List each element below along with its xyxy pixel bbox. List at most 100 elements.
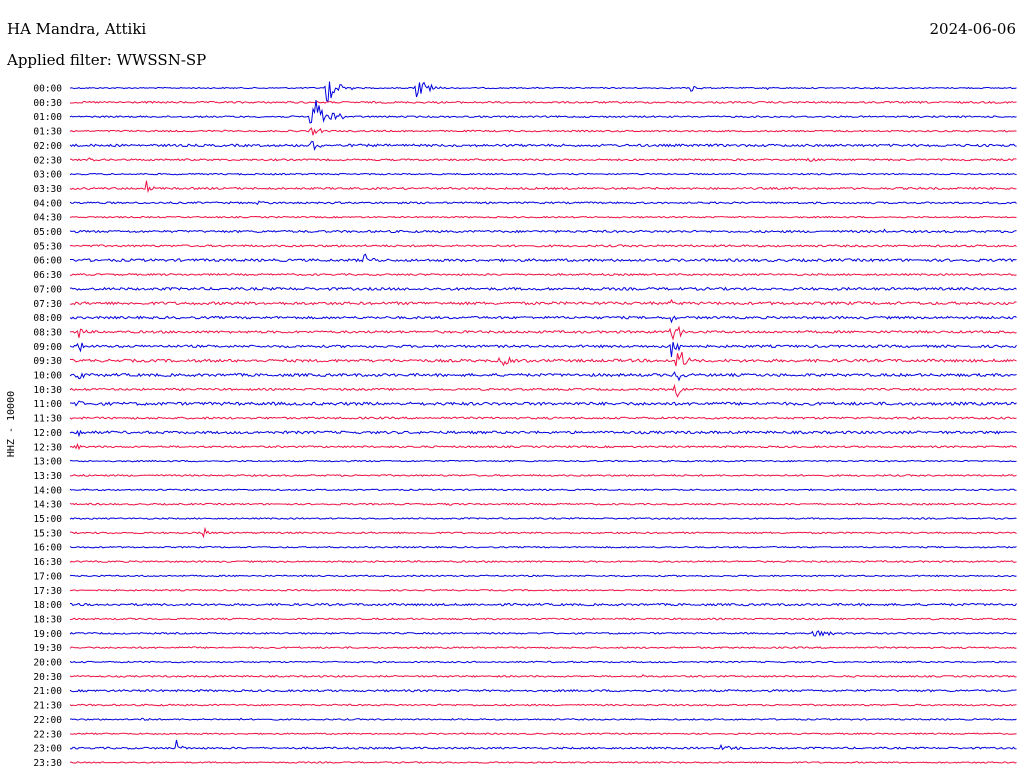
trace-line <box>69 517 1017 520</box>
time-label: 17:00 <box>33 571 62 582</box>
time-label: 08:00 <box>33 313 62 324</box>
trace-line <box>69 157 1017 162</box>
trace-line <box>69 200 1017 206</box>
time-label: 06:00 <box>33 256 62 267</box>
trace-line <box>69 416 1017 420</box>
trace-line <box>69 371 1017 382</box>
trace-line <box>69 630 1017 637</box>
trace-line <box>69 244 1017 248</box>
time-label: 20:30 <box>33 672 62 683</box>
trace-line <box>69 660 1017 664</box>
time-label: 09:00 <box>33 342 62 353</box>
trace-line <box>69 459 1017 463</box>
time-label: 07:00 <box>33 284 62 295</box>
time-label: 20:00 <box>33 658 62 669</box>
time-label: 01:30 <box>33 127 62 138</box>
time-label: 22:30 <box>33 729 62 740</box>
time-label: 19:00 <box>33 629 62 640</box>
filter-label: Applied filter: WWSSN-SP <box>7 51 207 69</box>
trace-line <box>69 383 1017 398</box>
trace-line <box>69 673 1017 678</box>
trace-line <box>69 574 1017 578</box>
time-label: 02:30 <box>33 155 62 166</box>
time-label: 22:00 <box>33 715 62 726</box>
trace-line <box>70 526 1017 539</box>
time-label: 12:30 <box>33 442 62 453</box>
time-label: 05:30 <box>33 241 62 252</box>
time-label: 16:30 <box>33 557 62 568</box>
trace-line <box>70 351 1017 367</box>
trace-line <box>69 127 1017 136</box>
time-label: 18:00 <box>33 600 62 611</box>
time-label: 03:30 <box>33 184 62 195</box>
time-label: 07:30 <box>33 299 62 310</box>
time-label: 06:30 <box>33 270 62 281</box>
time-label: 15:00 <box>33 514 62 525</box>
trace-line <box>69 172 1017 176</box>
trace-group <box>69 81 1017 764</box>
time-label: 18:30 <box>33 614 62 625</box>
time-label: 00:00 <box>33 84 62 95</box>
time-label: 17:30 <box>33 586 62 597</box>
trace-line <box>69 228 1017 234</box>
time-label: 02:00 <box>33 141 62 152</box>
time-label: 12:00 <box>33 428 62 439</box>
time-label: 21:30 <box>33 701 62 712</box>
trace-line <box>69 429 1017 438</box>
trace-line <box>69 560 1017 563</box>
time-label: 11:30 <box>33 414 62 425</box>
trace-line <box>69 141 1017 151</box>
time-label: 00:30 <box>33 98 62 109</box>
time-label-group: 00:00 00:30 01:00 01:30 02:00 02:30 03:00 03:30… <box>33 84 62 769</box>
trace-line <box>69 617 1017 621</box>
station-title: HA Mandra, Attiki <box>7 20 147 38</box>
trace-line <box>69 442 1017 451</box>
trace-line <box>69 688 1017 693</box>
time-label: 13:30 <box>33 471 62 482</box>
time-label: 05:00 <box>33 227 62 238</box>
trace-line <box>69 588 1017 592</box>
trace-line <box>69 717 1017 722</box>
trace-line <box>69 215 1017 219</box>
time-label: 23:00 <box>33 744 62 755</box>
time-label: 10:00 <box>33 371 62 382</box>
trace-line <box>69 298 1017 306</box>
channel-label: HHZ - 10000 <box>6 391 17 457</box>
trace-line <box>69 488 1017 492</box>
time-label: 23:30 <box>33 758 62 769</box>
time-label: 16:00 <box>33 543 62 554</box>
trace-line <box>69 100 1017 124</box>
time-label: 10:30 <box>33 385 62 396</box>
trace-line <box>70 253 1017 263</box>
time-label: 09:30 <box>33 356 62 367</box>
trace-line <box>69 739 1017 751</box>
time-label: 15:30 <box>33 528 62 539</box>
trace-line <box>69 545 1017 549</box>
trace-line <box>69 81 1017 103</box>
time-label: 19:30 <box>33 643 62 654</box>
time-label: 14:00 <box>33 485 62 496</box>
trace-line <box>69 646 1017 650</box>
trace-line <box>70 602 1017 607</box>
trace-line <box>69 272 1017 277</box>
trace-line <box>69 325 1017 341</box>
trace-line <box>69 286 1017 292</box>
trace-line <box>69 400 1017 407</box>
trace-line <box>69 732 1017 736</box>
trace-line <box>69 703 1017 707</box>
trace-line <box>69 100 1017 104</box>
time-label: 14:30 <box>33 500 62 511</box>
time-label: 03:00 <box>33 170 62 181</box>
time-label: 08:30 <box>33 327 62 338</box>
trace-line <box>69 473 1017 477</box>
time-label: 01:00 <box>33 112 62 123</box>
trace-line <box>69 180 1017 194</box>
time-label: 04:00 <box>33 198 62 209</box>
trace-line <box>69 761 1017 764</box>
time-label: 13:00 <box>33 457 62 468</box>
trace-line <box>69 341 1017 358</box>
trace-line <box>69 315 1017 324</box>
time-label: 21:00 <box>33 686 62 697</box>
date-label: 2024-06-06 <box>929 20 1016 38</box>
